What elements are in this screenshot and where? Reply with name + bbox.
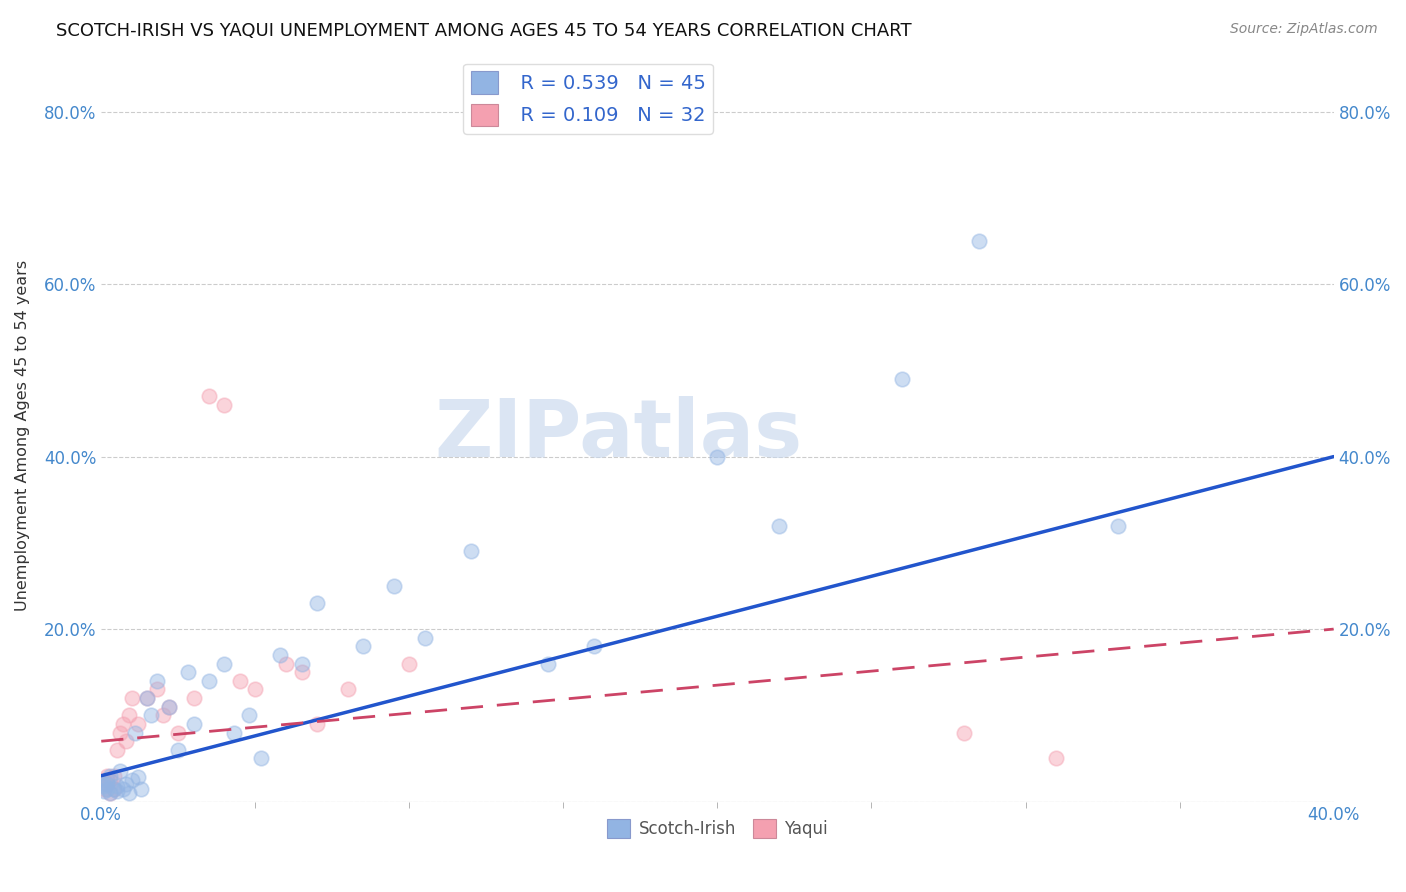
Yaqui: [127, 717, 149, 731]
Yaqui: [245, 682, 267, 697]
Scotch-Irish: [118, 786, 141, 800]
Scotch-Irish: [100, 786, 122, 800]
Yaqui: [96, 777, 118, 791]
Scotch-Irish: [139, 708, 162, 723]
Scotch-Irish: [352, 640, 374, 654]
Scotch-Irish: [111, 781, 134, 796]
Scotch-Irish: [460, 544, 482, 558]
Yaqui: [198, 389, 221, 403]
Yaqui: [96, 769, 118, 783]
Scotch-Irish: [103, 781, 125, 796]
Yaqui: [305, 717, 328, 731]
Yaqui: [145, 682, 167, 697]
Scotch-Irish: [413, 631, 436, 645]
Scotch-Irish: [96, 777, 118, 791]
Text: Source: ZipAtlas.com: Source: ZipAtlas.com: [1230, 22, 1378, 37]
Scotch-Irish: [96, 772, 118, 787]
Yaqui: [398, 657, 420, 671]
Yaqui: [167, 725, 190, 739]
Scotch-Irish: [105, 779, 128, 793]
Yaqui: [105, 743, 128, 757]
Scotch-Irish: [96, 781, 118, 796]
Yaqui: [136, 691, 159, 706]
Y-axis label: Unemployment Among Ages 45 to 54 years: Unemployment Among Ages 45 to 54 years: [15, 260, 30, 611]
Scotch-Irish: [250, 751, 273, 765]
Scotch-Irish: [222, 725, 245, 739]
Yaqui: [93, 772, 115, 787]
Yaqui: [108, 725, 131, 739]
Text: ZIPatlas: ZIPatlas: [434, 396, 803, 474]
Scotch-Irish: [176, 665, 198, 680]
Yaqui: [953, 725, 976, 739]
Scotch-Irish: [537, 657, 560, 671]
Yaqui: [100, 772, 122, 787]
Scotch-Irish: [583, 640, 606, 654]
Scotch-Irish: [127, 771, 149, 785]
Scotch-Irish: [290, 657, 312, 671]
Yaqui: [290, 665, 312, 680]
Scotch-Irish: [105, 784, 128, 798]
Yaqui: [157, 699, 180, 714]
Yaqui: [336, 682, 359, 697]
Scotch-Irish: [108, 764, 131, 779]
Scotch-Irish: [198, 673, 221, 688]
Yaqui: [93, 781, 115, 796]
Scotch-Irish: [115, 777, 138, 791]
Scotch-Irish: [93, 779, 115, 793]
Scotch-Irish: [238, 708, 260, 723]
Scotch-Irish: [124, 725, 146, 739]
Yaqui: [214, 398, 236, 412]
Scotch-Irish: [129, 781, 152, 796]
Scotch-Irish: [93, 777, 115, 791]
Yaqui: [274, 657, 297, 671]
Yaqui: [183, 691, 205, 706]
Scotch-Irish: [214, 657, 236, 671]
Text: SCOTCH-IRISH VS YAQUI UNEMPLOYMENT AMONG AGES 45 TO 54 YEARS CORRELATION CHART: SCOTCH-IRISH VS YAQUI UNEMPLOYMENT AMONG…: [56, 22, 912, 40]
Scotch-Irish: [136, 691, 159, 706]
Scotch-Irish: [891, 372, 914, 386]
Yaqui: [118, 708, 141, 723]
Legend: Scotch-Irish, Yaqui: Scotch-Irish, Yaqui: [600, 812, 835, 845]
Yaqui: [1045, 751, 1067, 765]
Yaqui: [115, 734, 138, 748]
Scotch-Irish: [269, 648, 291, 662]
Yaqui: [100, 786, 122, 800]
Scotch-Irish: [121, 772, 143, 787]
Scotch-Irish: [1107, 518, 1129, 533]
Yaqui: [103, 769, 125, 783]
Scotch-Irish: [100, 769, 122, 783]
Scotch-Irish: [167, 743, 190, 757]
Scotch-Irish: [382, 579, 405, 593]
Scotch-Irish: [969, 234, 991, 248]
Scotch-Irish: [768, 518, 790, 533]
Scotch-Irish: [93, 784, 115, 798]
Yaqui: [229, 673, 252, 688]
Yaqui: [103, 781, 125, 796]
Yaqui: [121, 691, 143, 706]
Scotch-Irish: [145, 673, 167, 688]
Scotch-Irish: [157, 699, 180, 714]
Scotch-Irish: [706, 450, 728, 464]
Scotch-Irish: [183, 717, 205, 731]
Yaqui: [152, 708, 174, 723]
Scotch-Irish: [305, 596, 328, 610]
Yaqui: [111, 717, 134, 731]
